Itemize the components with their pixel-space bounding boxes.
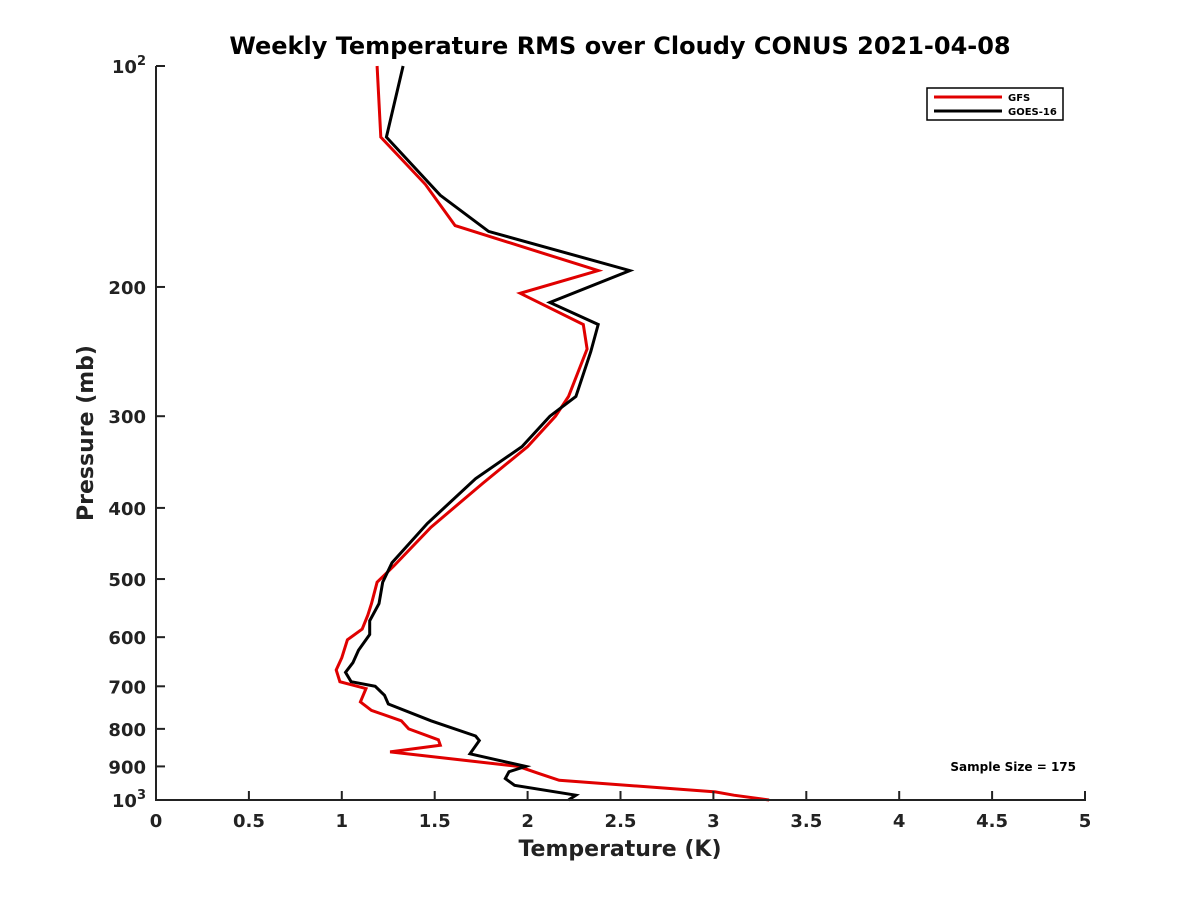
x-axis-label: Temperature (K) <box>518 837 721 862</box>
legend: GFS GOES-16 <box>926 87 1064 121</box>
chart-title: Weekly Temperature RMS over Cloudy CONUS… <box>229 32 1010 60</box>
series-line-goes16 <box>343 65 635 802</box>
legend-label-goes16: GOES-16 <box>1008 107 1057 118</box>
y-tick-label: 400 <box>108 499 146 520</box>
y-tick-label: 700 <box>108 677 146 698</box>
x-tick-label: 5 <box>1079 811 1092 832</box>
legend-label-gfs: GFS <box>1008 93 1030 104</box>
x-ticks: 0 0.5 1 1.5 2 2.5 3 3.5 4 4.5 5 <box>150 791 1092 832</box>
x-tick-label: 0.5 <box>233 811 265 832</box>
y-ticks: 102 200 300 400 500 600 700 800 900 103 <box>108 54 165 812</box>
x-tick-label: 4.5 <box>976 811 1008 832</box>
x-tick-label: 2.5 <box>605 811 637 832</box>
series-line-gfs <box>334 65 770 802</box>
x-tick-label: 1.5 <box>419 811 451 832</box>
x-tick-label: 4 <box>893 811 906 832</box>
y-tick-label: 200 <box>108 278 146 299</box>
y-tick-label: 600 <box>108 628 146 649</box>
y-tick-label: 800 <box>108 720 146 741</box>
x-tick-label: 2 <box>521 811 534 832</box>
y-tick-label: 500 <box>108 570 146 591</box>
series-layer <box>334 65 770 802</box>
sample-size-annotation: Sample Size = 175 <box>950 760 1076 774</box>
y-tick-label: 900 <box>108 757 146 778</box>
axes <box>155 66 1086 801</box>
x-tick-label: 3 <box>707 811 720 832</box>
x-tick-label: 3.5 <box>790 811 822 832</box>
y-tick-label: 300 <box>108 407 146 428</box>
x-tick-label: 0 <box>150 811 163 832</box>
x-tick-label: 1 <box>336 811 349 832</box>
y-axis-label: Pressure (mb) <box>74 345 99 521</box>
y-tick-label: 102 <box>112 54 146 78</box>
y-tick-label: 103 <box>112 788 146 812</box>
legend-box <box>926 87 1064 121</box>
